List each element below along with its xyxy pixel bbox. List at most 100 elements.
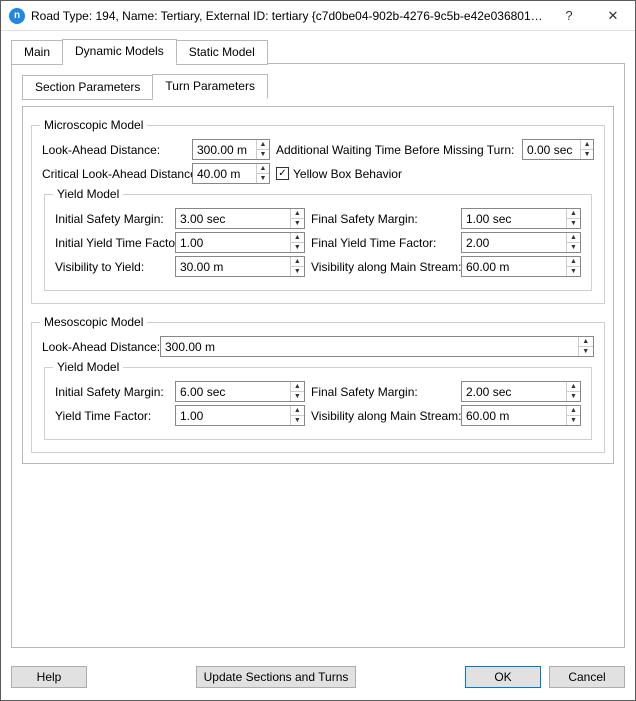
input-final-ytf[interactable]: ▲▼ xyxy=(461,232,581,253)
label-addl-wait: Additional Waiting Time Before Missing T… xyxy=(276,143,522,157)
label-critical-look: Critical Look-Ahead Distance: xyxy=(42,167,192,181)
spin-up-icon[interactable]: ▲ xyxy=(567,406,580,416)
label-final-safety: Final Safety Margin: xyxy=(311,212,461,226)
label-yellow-box: Yellow Box Behavior xyxy=(293,167,402,181)
dialog-body: Main Dynamic Models Static Model Section… xyxy=(1,31,635,656)
cancel-button[interactable]: Cancel xyxy=(549,666,625,688)
input-meso-vis-main[interactable]: ▲▼ xyxy=(461,405,581,426)
label-final-ytf: Final Yield Time Factor: xyxy=(311,236,461,250)
input-addl-wait-field[interactable] xyxy=(523,140,580,159)
spin-up-icon[interactable]: ▲ xyxy=(257,140,269,150)
label-vis-main: Visibility along Main Stream: xyxy=(311,260,461,274)
titlebar: n Road Type: 194, Name: Tertiary, Extern… xyxy=(1,1,635,31)
spin-up-icon[interactable]: ▲ xyxy=(291,233,304,243)
main-tabbar: Main Dynamic Models Static Model xyxy=(11,39,625,64)
spin-up-icon[interactable]: ▲ xyxy=(567,382,580,392)
spin-up-icon[interactable]: ▲ xyxy=(257,164,269,174)
label-meso-ytf: Yield Time Factor: xyxy=(55,409,175,423)
input-micro-look-ahead[interactable]: ▲▼ xyxy=(192,139,270,160)
input-vis-yield[interactable]: ▲▼ xyxy=(175,256,305,277)
spin-down-icon[interactable]: ▼ xyxy=(291,416,304,425)
label-meso-init-safety: Initial Safety Margin: xyxy=(55,385,175,399)
checkbox-yellow-box[interactable]: ✓ Yellow Box Behavior xyxy=(276,167,402,181)
spin-up-icon[interactable]: ▲ xyxy=(567,257,580,267)
spin-down-icon[interactable]: ▼ xyxy=(567,416,580,425)
spin-down-icon[interactable]: ▼ xyxy=(567,243,580,252)
tab-main[interactable]: Main xyxy=(11,40,63,65)
checkbox-yellow-box-mark: ✓ xyxy=(276,167,289,180)
spin-down-icon[interactable]: ▼ xyxy=(291,392,304,401)
spin-down-icon[interactable]: ▼ xyxy=(579,347,593,356)
input-meso-vis-main-field[interactable] xyxy=(462,406,566,425)
legend-microscopic: Microscopic Model xyxy=(40,118,147,132)
input-meso-final-safety-field[interactable] xyxy=(462,382,566,401)
spin-up-icon[interactable]: ▲ xyxy=(581,140,593,150)
group-meso-yield: Yield Model Initial Safety Margin: ▲▼ Fi… xyxy=(44,367,592,440)
label-vis-yield: Visibility to Yield: xyxy=(55,260,175,274)
help-icon[interactable]: ? xyxy=(547,1,591,31)
spin-down-icon[interactable]: ▼ xyxy=(257,174,269,183)
spin-up-icon[interactable]: ▲ xyxy=(579,337,593,347)
input-meso-look-ahead-field[interactable] xyxy=(161,337,578,356)
spin-up-icon[interactable]: ▲ xyxy=(291,209,304,219)
help-button[interactable]: Help xyxy=(11,666,87,688)
legend-meso-yield: Yield Model xyxy=(53,360,123,374)
spin-down-icon[interactable]: ▼ xyxy=(291,219,304,228)
window-title: Road Type: 194, Name: Tertiary, External… xyxy=(31,9,547,23)
input-init-safety[interactable]: ▲▼ xyxy=(175,208,305,229)
spin-down-icon[interactable]: ▼ xyxy=(581,150,593,159)
input-init-ytf[interactable]: ▲▼ xyxy=(175,232,305,253)
input-critical-look-field[interactable] xyxy=(193,164,256,183)
spin-down-icon[interactable]: ▼ xyxy=(291,243,304,252)
input-meso-init-safety[interactable]: ▲▼ xyxy=(175,381,305,402)
spin-down-icon[interactable]: ▼ xyxy=(291,267,304,276)
tab-turn-parameters[interactable]: Turn Parameters xyxy=(152,74,268,99)
sub-tabbar: Section Parameters Turn Parameters xyxy=(22,74,614,99)
spin-down-icon[interactable]: ▼ xyxy=(567,392,580,401)
tab-section-parameters[interactable]: Section Parameters xyxy=(22,75,153,100)
input-vis-main-field[interactable] xyxy=(462,257,566,276)
input-vis-yield-field[interactable] xyxy=(176,257,290,276)
dialog-footer: Help Update Sections and Turns OK Cancel xyxy=(1,656,635,700)
input-meso-ytf-field[interactable] xyxy=(176,406,290,425)
legend-mesoscopic: Mesoscopic Model xyxy=(40,315,147,329)
input-addl-wait[interactable]: ▲▼ xyxy=(522,139,594,160)
input-meso-ytf[interactable]: ▲▼ xyxy=(175,405,305,426)
input-vis-main[interactable]: ▲▼ xyxy=(461,256,581,277)
update-sections-button[interactable]: Update Sections and Turns xyxy=(196,666,356,688)
group-microscopic: Microscopic Model Look-Ahead Distance: ▲… xyxy=(31,125,605,304)
input-micro-look-ahead-field[interactable] xyxy=(193,140,256,159)
tab-dynamic-models[interactable]: Dynamic Models xyxy=(62,39,177,64)
label-meso-final-safety: Final Safety Margin: xyxy=(311,385,461,399)
input-init-ytf-field[interactable] xyxy=(176,233,290,252)
spin-up-icon[interactable]: ▲ xyxy=(567,209,580,219)
input-meso-final-safety[interactable]: ▲▼ xyxy=(461,381,581,402)
sub-tab-panel-turn: Microscopic Model Look-Ahead Distance: ▲… xyxy=(22,106,614,464)
spin-up-icon[interactable]: ▲ xyxy=(291,406,304,416)
spin-up-icon[interactable]: ▲ xyxy=(567,233,580,243)
label-init-safety: Initial Safety Margin: xyxy=(55,212,175,226)
spin-up-icon[interactable]: ▲ xyxy=(291,257,304,267)
input-meso-look-ahead[interactable]: ▲▼ xyxy=(160,336,594,357)
spin-up-icon[interactable]: ▲ xyxy=(291,382,304,392)
tab-static-model[interactable]: Static Model xyxy=(176,40,268,65)
label-meso-vis-main: Visibility along Main Stream: xyxy=(311,409,461,423)
input-meso-init-safety-field[interactable] xyxy=(176,382,290,401)
input-init-safety-field[interactable] xyxy=(176,209,290,228)
input-final-safety[interactable]: ▲▼ xyxy=(461,208,581,229)
ok-button[interactable]: OK xyxy=(465,666,541,688)
tab-panel-dynamic: Section Parameters Turn Parameters Micro… xyxy=(11,63,625,648)
label-meso-look-ahead: Look-Ahead Distance: xyxy=(42,340,160,354)
spin-down-icon[interactable]: ▼ xyxy=(257,150,269,159)
group-mesoscopic: Mesoscopic Model Look-Ahead Distance: ▲▼… xyxy=(31,322,605,453)
input-final-ytf-field[interactable] xyxy=(462,233,566,252)
spin-down-icon[interactable]: ▼ xyxy=(567,267,580,276)
spin-down-icon[interactable]: ▼ xyxy=(567,219,580,228)
group-micro-yield: Yield Model Initial Safety Margin: ▲▼ Fi… xyxy=(44,194,592,291)
input-critical-look[interactable]: ▲▼ xyxy=(192,163,270,184)
label-micro-look-ahead: Look-Ahead Distance: xyxy=(42,143,192,157)
close-icon[interactable]: ✕ xyxy=(591,1,635,31)
dialog-window: n Road Type: 194, Name: Tertiary, Extern… xyxy=(0,0,636,701)
label-init-ytf: Initial Yield Time Factor: xyxy=(55,236,175,250)
input-final-safety-field[interactable] xyxy=(462,209,566,228)
